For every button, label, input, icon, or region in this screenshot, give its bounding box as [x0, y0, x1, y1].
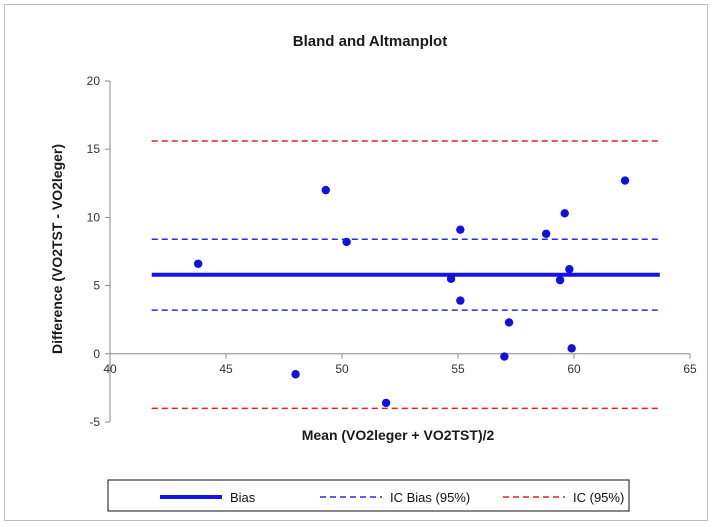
legend-label: IC (95%) [573, 490, 624, 505]
x-tick-label: 45 [219, 362, 233, 376]
chart-area [4, 4, 708, 521]
legend-label: Bias [230, 490, 256, 505]
data-point [291, 370, 300, 379]
data-point [500, 352, 509, 361]
data-point [541, 229, 551, 238]
data-point [321, 185, 330, 195]
x-tick-label: 50 [335, 362, 349, 376]
x-tick-label: 60 [567, 362, 581, 376]
data-point [555, 275, 565, 285]
data-point [456, 296, 465, 305]
y-tick-label: 10 [87, 210, 101, 224]
y-tick-label: 0 [93, 347, 100, 361]
x-tick-label: 55 [451, 362, 465, 376]
data-point [446, 274, 456, 283]
data-point [504, 318, 514, 327]
y-tick-label: 15 [87, 142, 101, 156]
x-axis-ticks: 40 45 50 55 60 65 [103, 353, 697, 376]
data-point [193, 259, 203, 268]
y-axis-ticks: -5 0 5 10 15 20 [87, 74, 110, 429]
data-points [193, 176, 630, 408]
legend: Bias IC Bias (95%) IC (95%) [107, 479, 630, 512]
plot-area: -5 0 5 10 15 20 40 45 50 55 60 65 [87, 74, 697, 429]
y-tick-label: -5 [89, 415, 100, 429]
x-axis-label: Mean (VO2leger + VO2TST)/2 [302, 427, 495, 443]
y-tick-label: 20 [87, 74, 101, 88]
data-point [342, 237, 351, 247]
chart-title: Bland and Altmanplot [293, 33, 447, 50]
data-point [620, 176, 630, 185]
x-tick-label: 40 [103, 362, 117, 376]
x-tick-label: 65 [683, 362, 697, 376]
data-point [381, 398, 391, 408]
data-point [565, 265, 574, 274]
y-tick-label: 5 [93, 279, 100, 293]
reference-lines [151, 140, 660, 410]
y-axis-label: Difference (VO2TST - VO2leger) [49, 144, 65, 354]
data-point [560, 209, 569, 218]
data-point [567, 344, 576, 353]
legend-label: IC Bias (95%) [390, 490, 470, 505]
data-point [456, 225, 465, 234]
